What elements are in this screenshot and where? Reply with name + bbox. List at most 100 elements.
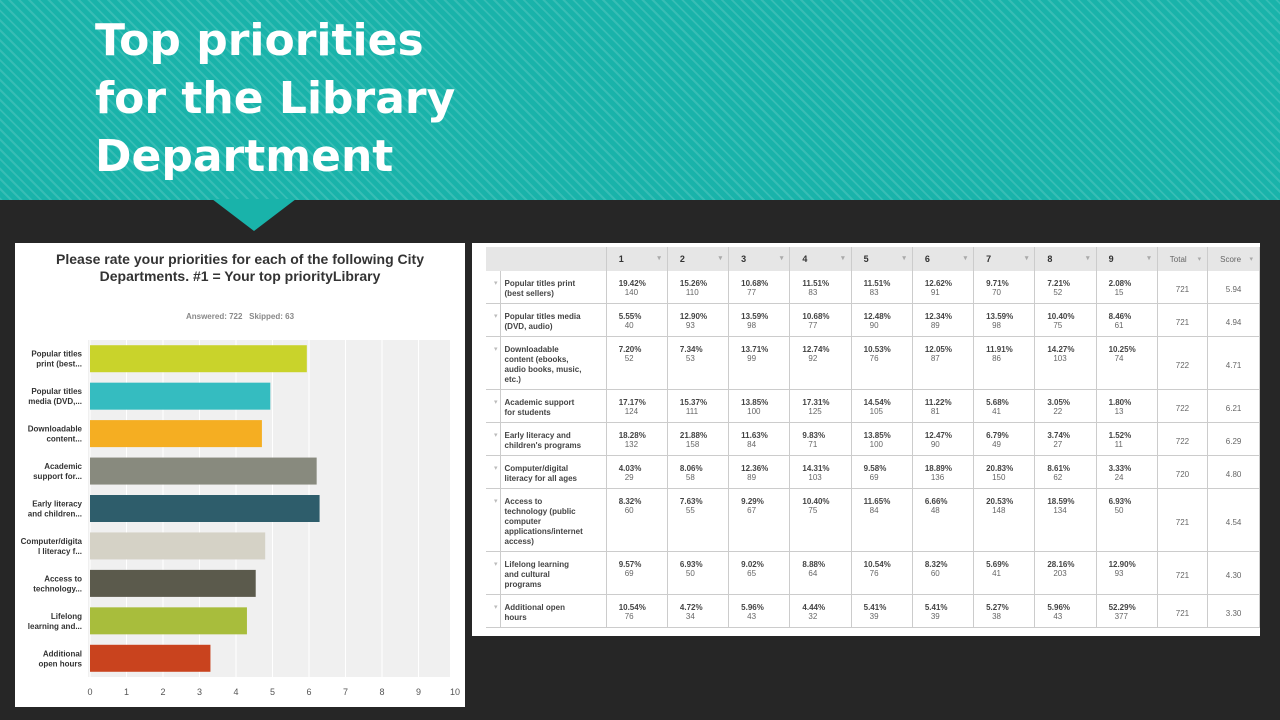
sort-arrow-icon[interactable]: ▾ [1086,255,1090,262]
sort-arrow-icon[interactable]: ▾ [718,255,723,262]
table-row: ▾ Popular titles print (best sellers) 19.42… [486,271,1260,304]
column-header-total[interactable]: Total ▾ [1157,247,1209,271]
cell-percent: 6.66% [924,497,948,506]
table-cell: 5.96% 43 [728,594,791,628]
cell-count: 91 [930,288,940,297]
column-header-label: Score [1220,254,1242,264]
table-cell: 9.57% 69 [606,551,668,595]
row-label-line: (DVD, audio) [504,322,553,331]
cell-count: 70 [992,288,1001,297]
row-expand-icon[interactable]: ▾ [486,551,501,595]
column-header-rank-6[interactable]: 6 ▾ [912,247,975,271]
cell-count: 90 [869,321,879,330]
sort-arrow-icon[interactable]: ▾ [779,255,784,262]
row-expand-icon[interactable]: ▾ [486,594,501,628]
row-label-line: content (ebooks, [504,355,569,364]
row-expand-icon[interactable]: ▾ [486,271,501,304]
table-cell: 5.96% 43 [1034,594,1097,628]
cell-percent: 3.05% [1047,398,1071,407]
row-expand-icon[interactable]: ▾ [486,488,501,552]
sort-arrow-icon[interactable]: ▾ [1249,255,1253,263]
table-cell: 10.68% 77 [789,303,852,337]
table-cell: 17.31% 125 [789,389,852,423]
table-cell: 9.83% 71 [789,422,852,456]
row-expand-icon[interactable]: ▾ [486,455,501,489]
table-cell: 12.90% 93 [1096,551,1158,595]
cell-count: 140 [624,288,639,297]
row-label-line: programs [504,580,542,589]
sort-arrow-icon[interactable]: ▾ [902,255,906,262]
row-expand-icon[interactable]: ▾ [486,389,501,423]
column-header-score[interactable]: Score ▾ [1207,247,1260,271]
cell-percent: 12.05% [924,345,952,354]
table-cell: 5.41% 39 [912,594,975,628]
table-cell: 19.42% 140 [606,271,668,304]
cell-percent: 13.71% [741,345,769,354]
sort-arrow-icon[interactable]: ▾ [841,255,845,262]
cell-percent: 4.03% [618,464,642,473]
cell-percent: 13.59% [986,312,1014,321]
column-header-rank-7[interactable]: 7 ▾ [973,247,1036,271]
x-tick-label: 3 [197,687,202,697]
cell-count: 76 [869,354,879,363]
cell-count: 24 [1114,473,1124,482]
cell-count: 48 [930,506,940,515]
cell-count: 69 [869,473,879,482]
table-cell: 14.54% 105 [851,389,913,423]
row-label-line: Popular titles media [504,312,581,321]
bar [90,607,247,635]
sort-arrow-icon[interactable]: ▾ [657,255,661,262]
sort-arrow-icon[interactable]: ▾ [1197,255,1202,263]
cell-count: 32 [808,612,818,621]
chart-title: Please rate your priorities for each of … [56,251,424,284]
x-tick-label: 8 [379,687,384,697]
column-header-rank-5[interactable]: 5 ▾ [851,247,913,271]
skipped-count: Skipped: 63 [249,312,295,321]
cell-percent: 12.74% [802,345,830,354]
table-cell: 6.79% 49 [973,422,1036,456]
slide-title-line: Department [95,131,394,182]
table-cell: 11.65% 84 [851,488,913,552]
column-header-rank-1[interactable]: 1 ▾ [606,247,668,271]
table-cell: 7.63% 55 [667,488,730,552]
cell-count: 65 [747,569,757,578]
table-cell: 9.02% 65 [728,551,791,595]
column-header-rank-8[interactable]: 8 ▾ [1034,247,1097,271]
response-counts: Answered: 722 Skipped: 63 [15,312,465,321]
table-cell: 18.59% 134 [1034,488,1097,552]
column-header-rank-3[interactable]: 3 ▾ [728,247,791,271]
sort-arrow-icon[interactable]: ▾ [963,255,968,262]
column-header-rank-4[interactable]: 4 ▾ [789,247,852,271]
cell-count: 93 [685,321,695,330]
cell-score: 4.54 [1207,488,1260,552]
cell-count: 377 [1114,612,1128,621]
row-expand-icon[interactable]: ▾ [486,303,501,337]
row-label-line: Lifelong learning [504,560,569,569]
category-label: Popular titles [31,350,82,359]
sort-arrow-icon[interactable]: ▾ [1147,255,1151,262]
row-expand-icon[interactable]: ▾ [486,336,501,390]
row-label-line: Popular titles print [504,279,576,288]
row-label-line: children's programs [504,441,582,450]
row-expand-icon[interactable]: ▾ [486,422,501,456]
table-cell: 11.22% 81 [912,389,975,423]
cell-score: 4.80 [1207,455,1260,489]
table-cell: 12.05% 87 [912,336,975,390]
cell-percent: 18.28% [618,431,646,440]
cell-percent: 12.90% [679,312,708,321]
table-row: ▾ Lifelong learning and cultural programs 9.… [486,551,1260,595]
table-cell: 3.33% 24 [1096,455,1158,489]
category-label: support for... [33,472,82,481]
cell-percent: 12.47% [924,431,952,440]
table-cell: 3.05% 22 [1034,389,1097,423]
table-row: ▾ Academic support for students 17.17% 124 15… [486,389,1260,423]
cell-count: 11 [1114,440,1123,449]
cell-percent: 9.58% [863,464,887,473]
table-cell: 6.66% 48 [912,488,975,552]
cell-percent: 17.31% [802,398,830,407]
sort-arrow-icon[interactable]: ▾ [1024,255,1029,262]
cell-percent: 14.27% [1047,345,1075,354]
column-header-rank-9[interactable]: 9 ▾ [1096,247,1158,271]
column-header-rank-2[interactable]: 2 ▾ [667,247,730,271]
banner-pointer [212,199,296,231]
